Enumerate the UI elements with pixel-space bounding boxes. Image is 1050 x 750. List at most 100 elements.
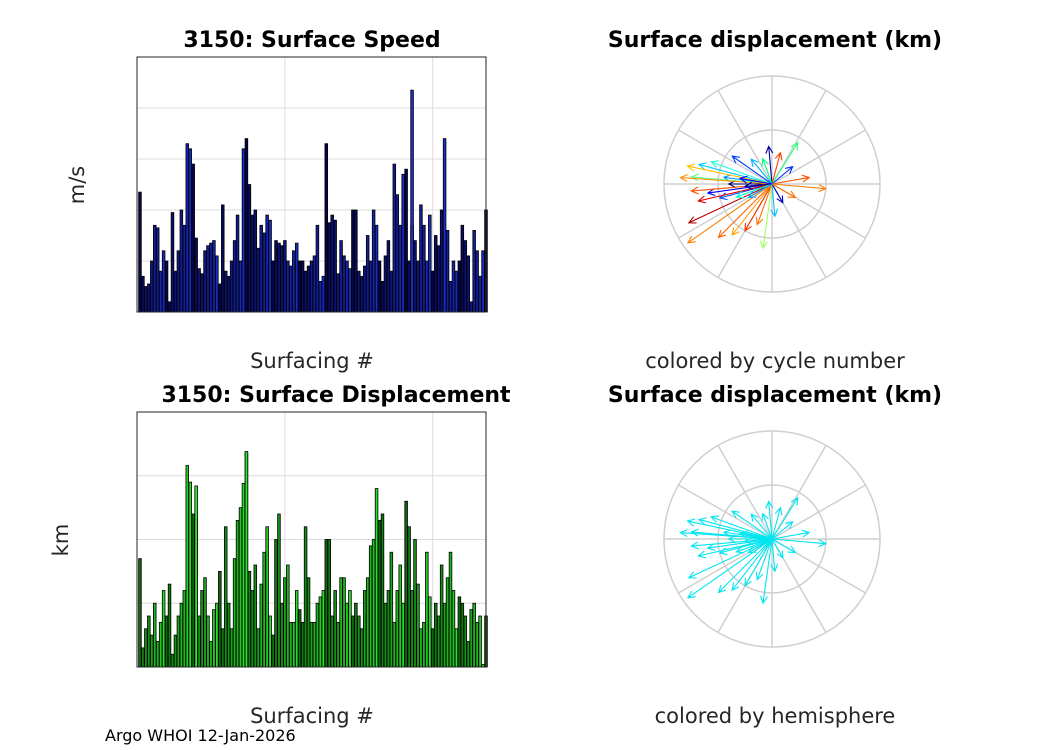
polar-spoke xyxy=(717,445,773,540)
displacement-vector xyxy=(687,183,773,224)
polar-spoke xyxy=(771,90,827,185)
displacement-vector xyxy=(744,538,773,587)
bar xyxy=(324,539,329,668)
bar xyxy=(256,628,260,668)
displacement-vector xyxy=(770,183,779,218)
axes-frame xyxy=(136,56,487,313)
bar xyxy=(277,513,281,668)
displacement-vector xyxy=(738,175,773,185)
bar xyxy=(324,143,329,313)
bar xyxy=(460,602,465,668)
bar xyxy=(179,209,184,313)
bar xyxy=(336,273,340,313)
bar xyxy=(348,590,352,668)
bar xyxy=(235,214,240,313)
displacement-vector xyxy=(771,165,794,185)
bar xyxy=(448,280,453,313)
bar xyxy=(386,590,391,668)
displacement-vector xyxy=(759,538,773,605)
displacement-vector xyxy=(706,183,773,197)
bar xyxy=(286,260,290,313)
bar xyxy=(398,224,402,313)
bar xyxy=(374,224,379,313)
bar xyxy=(306,577,311,668)
polar-hemisphere-title: Surface displacement (km) xyxy=(608,383,942,408)
bar xyxy=(147,615,151,668)
bar xyxy=(232,240,237,313)
bar xyxy=(368,545,373,668)
displacement-vector xyxy=(743,181,773,190)
bar xyxy=(357,615,361,668)
bar xyxy=(422,621,426,668)
displacement-vector xyxy=(744,183,773,232)
bar xyxy=(209,242,213,313)
bar xyxy=(294,242,299,313)
bar xyxy=(342,255,346,313)
bar xyxy=(229,628,234,668)
bar xyxy=(167,583,172,668)
displacement-vector xyxy=(697,162,773,185)
bar xyxy=(250,590,255,668)
bar xyxy=(238,260,243,313)
bar xyxy=(354,209,358,313)
displacement-vector xyxy=(731,183,773,237)
bar xyxy=(342,577,346,668)
displacement-vector xyxy=(765,500,774,540)
bar xyxy=(416,260,420,313)
bar xyxy=(407,526,411,668)
displacement-vector xyxy=(731,155,773,185)
displacement-vector xyxy=(771,538,784,559)
bar xyxy=(413,539,417,668)
bar xyxy=(271,260,275,313)
displacement-vector xyxy=(709,515,773,540)
bar xyxy=(413,240,417,313)
bar xyxy=(422,224,426,313)
bar xyxy=(416,583,420,668)
displacement-vector xyxy=(771,151,783,185)
bar xyxy=(188,148,192,313)
bar xyxy=(197,268,201,313)
bar xyxy=(407,260,411,313)
bar xyxy=(138,191,142,313)
displacement-vector xyxy=(771,183,797,199)
bar xyxy=(315,602,320,668)
polar-hemisphere-panel: Surface displacement (km) colored by hem… xyxy=(608,383,942,728)
displacement-chart-title: 3150: Surface Displacement xyxy=(161,383,511,408)
bar xyxy=(433,235,438,313)
bar xyxy=(292,621,296,668)
displacement-vector xyxy=(771,520,794,540)
displacement-vector xyxy=(686,183,773,244)
bar xyxy=(262,551,266,668)
bar xyxy=(327,222,331,313)
bar xyxy=(401,173,405,313)
bar xyxy=(475,621,479,668)
bar xyxy=(203,577,207,668)
bar xyxy=(259,224,263,313)
bar xyxy=(333,219,337,313)
bar xyxy=(383,602,388,668)
bar xyxy=(218,570,222,668)
bar xyxy=(457,260,462,313)
bar xyxy=(377,260,382,313)
bar xyxy=(247,184,252,313)
bar xyxy=(357,270,361,313)
displacement-vector xyxy=(706,538,773,552)
bar xyxy=(404,168,408,313)
bar xyxy=(433,602,438,668)
displacement-chart-xlabel: Surfacing # xyxy=(250,704,374,728)
bar xyxy=(478,615,482,668)
displacement-vector xyxy=(771,538,797,554)
bar xyxy=(200,590,204,668)
bar xyxy=(410,590,414,668)
bar xyxy=(392,163,397,313)
displacement-vector xyxy=(747,538,773,554)
bar xyxy=(161,590,166,668)
bar xyxy=(176,250,181,313)
displacement-vector xyxy=(755,183,773,226)
bar xyxy=(173,270,178,313)
displacement-plot-area xyxy=(136,411,488,668)
polar-spoke xyxy=(771,129,866,185)
bar xyxy=(472,602,476,668)
bar xyxy=(141,275,145,313)
displacement-vector xyxy=(731,510,773,540)
